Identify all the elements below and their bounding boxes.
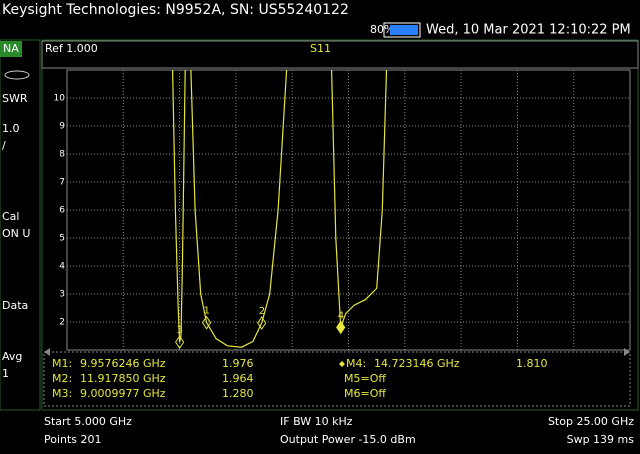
marker-value: 1.964	[222, 372, 254, 385]
y-tick-label: 3	[59, 290, 65, 300]
output-power: Output Power -15.0 dBm	[280, 433, 416, 446]
cal: Cal	[2, 210, 19, 223]
mode-box	[0, 41, 22, 57]
scale-unit: /	[2, 139, 6, 152]
marker-label: 4	[338, 310, 344, 321]
stop-freq: Stop 25.00 GHz	[548, 415, 634, 428]
battery-icon	[383, 22, 421, 38]
marker-name: M2:	[52, 372, 72, 385]
trace-icon	[4, 70, 30, 80]
data-label: Data	[2, 299, 28, 312]
marker-diamond	[201, 315, 212, 330]
marker-freq: 14.723146 GHz	[374, 357, 460, 370]
main-frame	[41, 39, 639, 411]
marker-label: 1	[204, 306, 210, 317]
trace-group	[172, 70, 388, 348]
marker-freq: 11.917850 GHz	[80, 372, 166, 385]
avg: Avg	[2, 350, 22, 363]
y-tick-label: 6	[59, 206, 65, 216]
y-tick-label: 5	[59, 234, 65, 244]
trace-name: S11	[310, 42, 331, 55]
datetime: Wed, 10 Mar 2021 12:10:22 PM	[426, 23, 631, 38]
y-tick-label: 7	[59, 178, 65, 188]
marker-freq: 9.9576246 GHz	[80, 357, 166, 370]
marker-table	[43, 351, 631, 407]
marker-value: 1.810	[516, 357, 548, 370]
trace	[172, 70, 388, 348]
y-tick-label: 10	[54, 94, 66, 104]
marker-diamond	[257, 316, 267, 330]
sweep-time: Swp 139 ms	[567, 433, 635, 446]
mode: NA	[3, 42, 19, 55]
marker-name: M1:	[52, 357, 72, 370]
marker-value: 1.976	[222, 357, 254, 370]
side-panel	[0, 39, 41, 411]
marker-label: 3	[177, 325, 183, 336]
header-title: Keysight Technologies: N9952A, SN: US552…	[2, 2, 349, 18]
battery-level	[390, 25, 418, 35]
active-marker-symbol	[339, 361, 345, 367]
marker-value: 1.280	[222, 387, 254, 400]
start-freq: Start 5.000 GHz	[44, 415, 132, 428]
cal-state: ON U	[2, 227, 30, 240]
if-bw: IF BW 10 kHz	[280, 415, 353, 428]
marker-name: M3:	[52, 387, 72, 400]
points: Points 201	[44, 433, 102, 446]
ref: Ref 1.000	[45, 42, 98, 55]
title-bar	[41, 40, 639, 69]
marker-diamond	[336, 320, 346, 335]
y-tick-label: 2	[59, 318, 65, 328]
marker-name: M4:	[346, 357, 366, 370]
marker-off: M5=Off	[344, 372, 386, 385]
marker-off: M6=Off	[344, 387, 386, 400]
battery-pct: 80%	[370, 23, 394, 36]
marker-label: 2	[259, 306, 265, 317]
marker-diamond	[175, 335, 185, 350]
y-tick-label: 9	[59, 122, 65, 132]
scale: 1.0	[2, 122, 20, 135]
format: SWR	[2, 92, 28, 105]
y-tick-label: 4	[59, 262, 65, 272]
marker-freq: 9.0009977 GHz	[80, 387, 166, 400]
avg-count: 1	[2, 367, 9, 380]
y-tick-label: 8	[59, 150, 65, 160]
